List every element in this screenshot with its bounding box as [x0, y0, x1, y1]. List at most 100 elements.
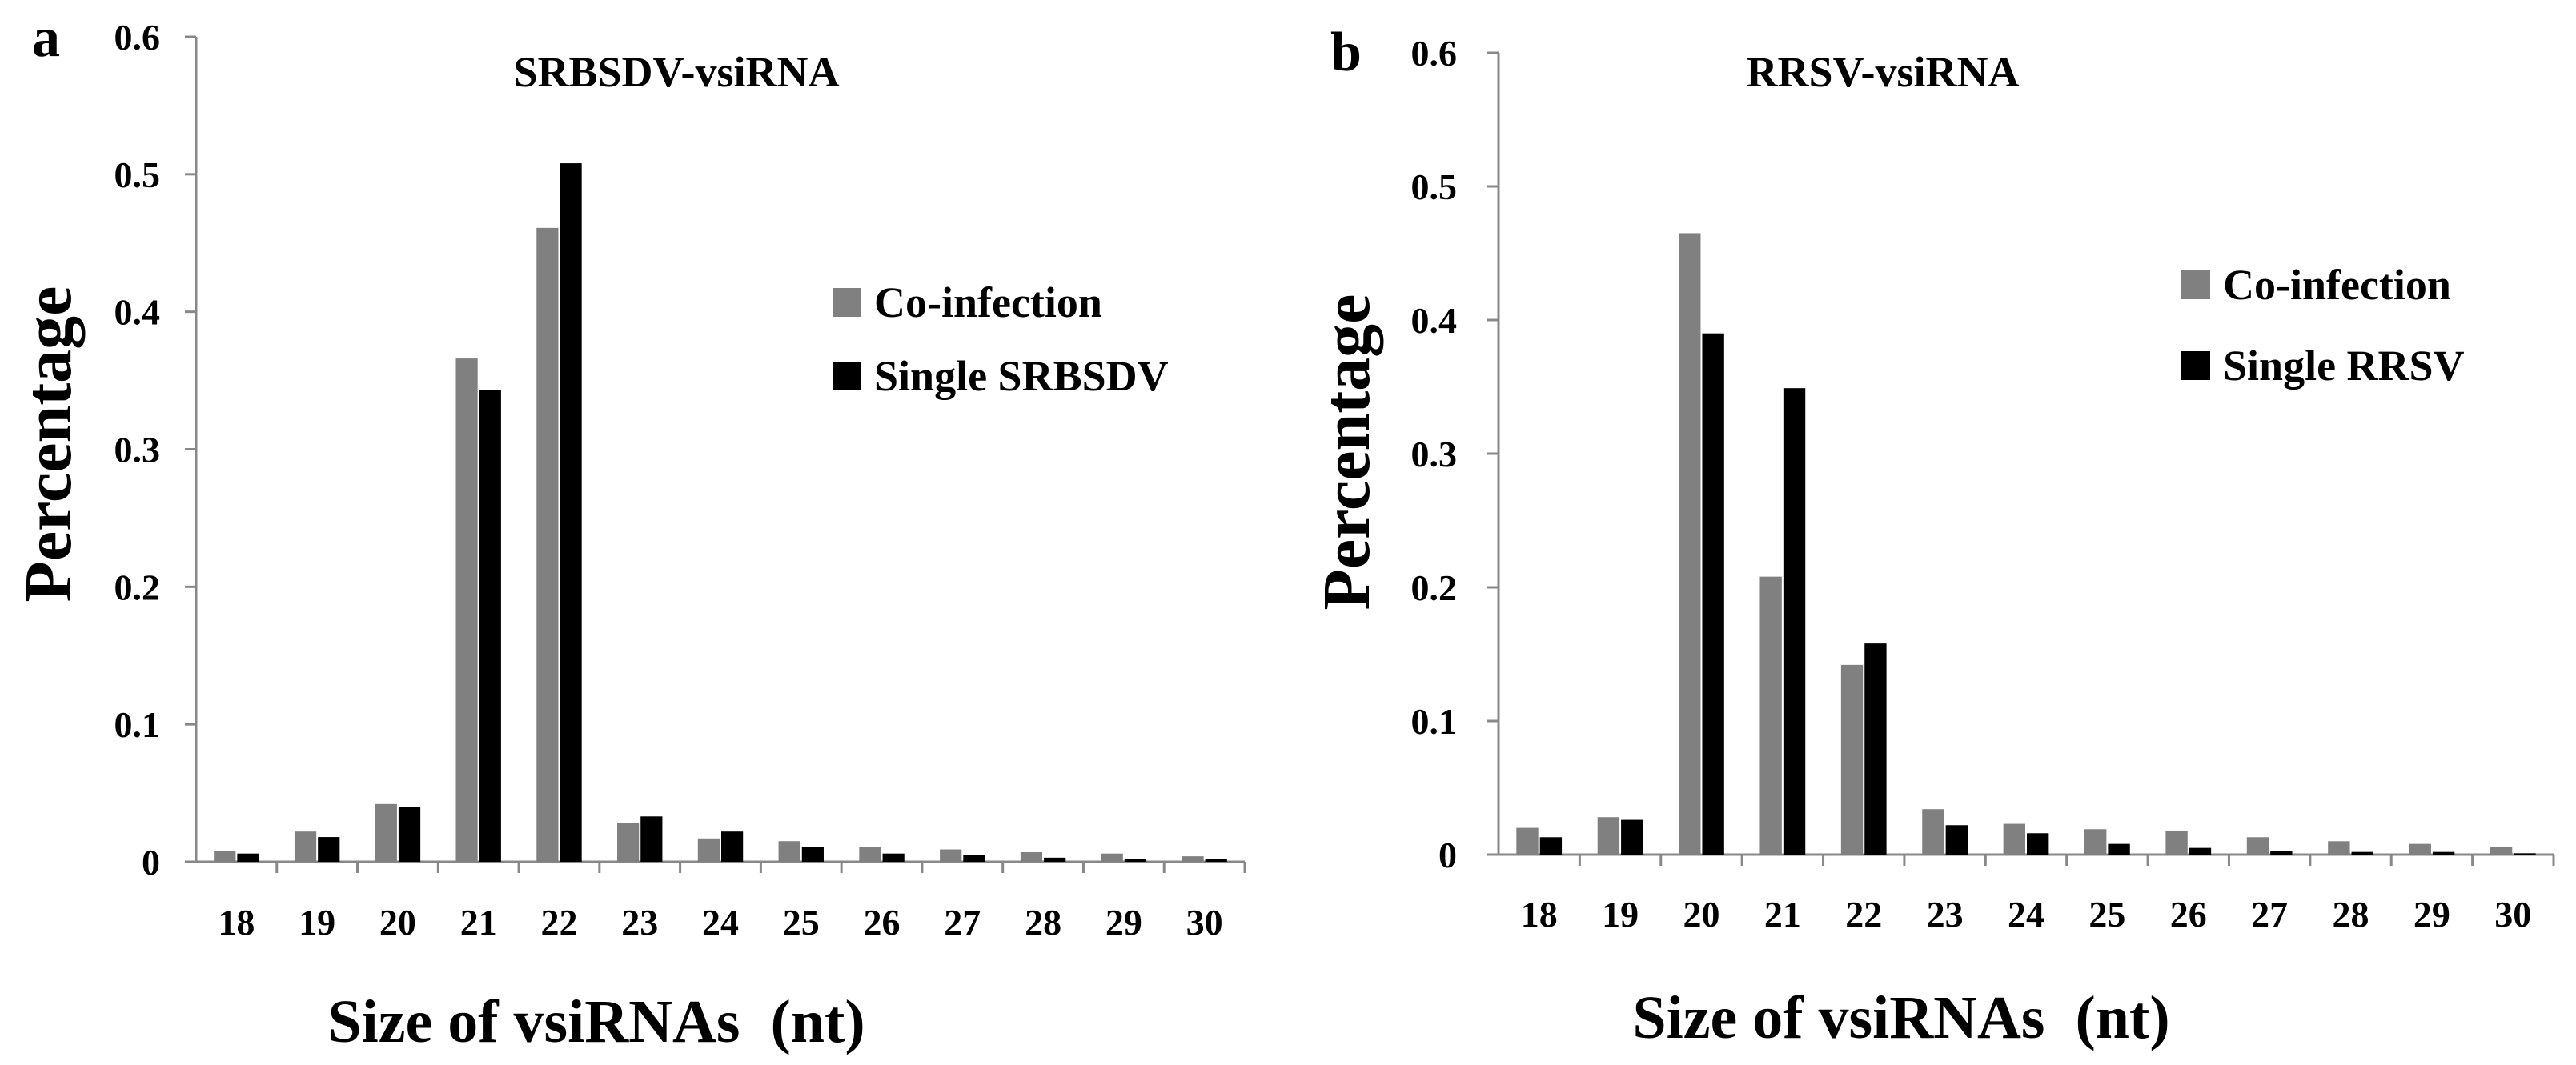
x-tick-label: 26 [864, 902, 901, 943]
y-tick-label: 0 [142, 842, 160, 883]
bar-single-25 [2108, 843, 2130, 855]
bar-single-20 [398, 807, 421, 862]
bar-single-30 [1205, 859, 1227, 862]
bar-single-21 [479, 390, 501, 862]
bar-co-infection-25 [778, 841, 800, 862]
bar-co-infection-20 [1679, 233, 1701, 855]
x-tick-label: 20 [1683, 894, 1719, 935]
bar-single-19 [318, 837, 340, 862]
y-tick-label: 0.5 [114, 154, 161, 195]
x-tick-label: 28 [1025, 902, 1061, 943]
x-tick-label: 25 [2088, 894, 2125, 935]
x-axis-label: Size of vsiRNAs (nt) [327, 988, 865, 1055]
bar-co-infection-26 [859, 847, 881, 862]
legend-label: Single RRSV [2223, 342, 2465, 390]
legend-label: Co-infection [874, 278, 1102, 326]
bar-co-infection-19 [1597, 817, 1620, 855]
y-axis-label: Percentage [11, 286, 86, 603]
x-tick-label: 25 [783, 902, 820, 943]
bar-single-23 [1945, 825, 1968, 855]
bar-single-29 [2432, 851, 2455, 855]
x-tick-label: 22 [1845, 894, 1882, 935]
legend-swatch-co-infection [833, 288, 861, 317]
y-axis-label: Percentage [1310, 294, 1384, 611]
bar-single-28 [2351, 851, 2373, 855]
x-tick-label: 18 [1521, 894, 1558, 935]
chart-title: SRBSDV-vsiRNA [513, 48, 839, 96]
bar-co-infection-21 [1759, 576, 1782, 855]
x-axis-label: Size of vsiRNAs (nt) [1632, 984, 2169, 1051]
y-tick-label: 0.4 [1411, 300, 1458, 341]
bar-co-infection-21 [455, 358, 478, 863]
y-tick-label: 0.4 [114, 292, 161, 333]
y-tick-label: 0.3 [1411, 434, 1458, 474]
x-tick-label: 26 [2170, 894, 2207, 935]
bar-co-infection-23 [1922, 809, 1944, 855]
x-tick-label: 27 [2251, 894, 2288, 935]
bar-single-27 [963, 855, 985, 862]
bar-co-infection-28 [1020, 851, 1043, 862]
bar-single-18 [1539, 837, 1563, 855]
y-tick-label: 0.1 [114, 704, 161, 745]
bar-co-infection-27 [940, 849, 962, 862]
bar-single-23 [640, 816, 663, 862]
x-tick-label: 21 [1764, 894, 1801, 935]
bar-co-infection-20 [375, 803, 397, 862]
y-tick-label: 0 [1438, 835, 1457, 875]
bar-single-26 [882, 853, 905, 862]
bar-co-infection-19 [294, 831, 317, 862]
bar-co-infection-18 [214, 851, 236, 862]
legend-swatch-co-infection [2181, 270, 2210, 299]
x-tick-label: 30 [2494, 894, 2531, 935]
x-tick-label: 19 [299, 902, 335, 943]
bar-single-24 [2027, 833, 2049, 855]
chart-panel-a: a SRBSDV-vsiRNA 0 0.1 0.2 0.3 0.4 0.5 0.6 18 19 20 2… [11, 7, 1246, 1055]
bar-co-infection-25 [2084, 829, 2107, 855]
y-tick-label: 0.5 [1411, 166, 1458, 207]
panel-letter: a [32, 7, 60, 69]
y-tick-label: 0.6 [1411, 33, 1458, 74]
legend-swatch-single [2181, 351, 2210, 380]
panel-letter: b [1330, 22, 1362, 83]
legend-swatch-single [833, 362, 861, 390]
bar-co-infection-24 [2003, 823, 2025, 855]
x-tick-label: 23 [621, 902, 658, 943]
x-tick-label: 24 [2008, 894, 2044, 935]
x-tick-label: 24 [702, 902, 739, 943]
bar-co-infection-27 [2246, 837, 2269, 855]
bar-single-26 [2189, 847, 2212, 855]
bar-single-24 [721, 831, 744, 862]
bar-co-infection-28 [2328, 841, 2350, 855]
x-tick-label: 18 [218, 902, 255, 943]
y-tick-label: 0.2 [1411, 567, 1458, 608]
bar-single-25 [801, 847, 824, 862]
legend-label: Single SRBSDV [874, 352, 1169, 400]
legend-label: Co-infection [2223, 261, 2451, 309]
chart-title: RRSV-vsiRNA [1746, 48, 2019, 96]
bar-co-infection-29 [1101, 853, 1123, 862]
x-tick-label: 29 [2413, 894, 2450, 935]
bar-single-27 [2270, 850, 2293, 855]
x-tick-label: 28 [2333, 894, 2369, 935]
x-tick-label: 30 [1186, 902, 1223, 943]
y-tick-label: 0.6 [114, 17, 161, 58]
y-tick-label: 0.3 [114, 430, 161, 470]
bar-single-18 [237, 853, 259, 862]
x-tick-label: 29 [1105, 902, 1142, 943]
bar-single-29 [1124, 859, 1147, 862]
bar-single-28 [1044, 857, 1066, 862]
bar-co-infection-23 [617, 823, 640, 862]
bar-co-infection-18 [1516, 827, 1539, 855]
x-tick-label: 22 [540, 902, 577, 943]
bar-single-21 [1783, 388, 1806, 855]
bar-co-infection-29 [2409, 843, 2431, 855]
bar-co-infection-22 [1840, 664, 1864, 855]
x-tick-label: 27 [944, 902, 981, 943]
x-tick-label: 20 [379, 902, 416, 943]
bar-single-19 [1621, 819, 1643, 855]
y-tick-label: 0.2 [114, 567, 161, 607]
x-tick-label: 21 [460, 902, 497, 943]
bar-single-22 [560, 163, 582, 862]
bar-co-infection-22 [536, 227, 559, 862]
